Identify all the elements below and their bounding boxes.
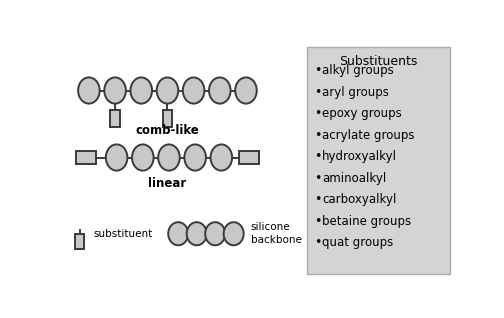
Ellipse shape	[78, 77, 100, 104]
FancyBboxPatch shape	[239, 151, 259, 164]
Text: comb-like: comb-like	[136, 124, 199, 137]
Text: •: •	[314, 193, 322, 206]
FancyBboxPatch shape	[76, 234, 84, 249]
Ellipse shape	[131, 77, 152, 104]
Text: substituent: substituent	[94, 229, 153, 239]
Ellipse shape	[104, 77, 126, 104]
Ellipse shape	[158, 144, 180, 170]
Text: silicone
backbone: silicone backbone	[250, 222, 301, 245]
Ellipse shape	[132, 144, 154, 170]
FancyBboxPatch shape	[163, 110, 172, 127]
FancyBboxPatch shape	[307, 47, 450, 274]
Text: alkyl groups: alkyl groups	[322, 64, 394, 77]
Text: quat groups: quat groups	[322, 237, 394, 250]
FancyBboxPatch shape	[76, 151, 96, 164]
Text: •: •	[314, 150, 322, 163]
Ellipse shape	[157, 77, 178, 104]
Ellipse shape	[186, 222, 207, 245]
Text: Substituents: Substituents	[339, 55, 418, 68]
Ellipse shape	[224, 222, 243, 245]
Ellipse shape	[183, 77, 205, 104]
Ellipse shape	[205, 222, 225, 245]
Ellipse shape	[184, 144, 206, 170]
Text: •: •	[314, 237, 322, 250]
Ellipse shape	[209, 77, 231, 104]
Ellipse shape	[168, 222, 188, 245]
Text: hydroxyalkyl: hydroxyalkyl	[322, 150, 397, 163]
Text: epoxy groups: epoxy groups	[322, 107, 402, 120]
Text: aryl groups: aryl groups	[322, 86, 389, 99]
Text: •: •	[314, 86, 322, 99]
Text: •: •	[314, 172, 322, 185]
Text: linear: linear	[148, 177, 186, 190]
Ellipse shape	[211, 144, 232, 170]
Ellipse shape	[106, 144, 128, 170]
Text: betaine groups: betaine groups	[322, 215, 411, 228]
Text: carboxyalkyl: carboxyalkyl	[322, 193, 397, 206]
Text: acrylate groups: acrylate groups	[322, 129, 415, 142]
Text: •: •	[314, 107, 322, 120]
Text: •: •	[314, 215, 322, 228]
FancyBboxPatch shape	[110, 110, 119, 127]
Text: •: •	[314, 129, 322, 142]
Ellipse shape	[235, 77, 257, 104]
Text: aminoalkyl: aminoalkyl	[322, 172, 387, 185]
Text: •: •	[314, 64, 322, 77]
